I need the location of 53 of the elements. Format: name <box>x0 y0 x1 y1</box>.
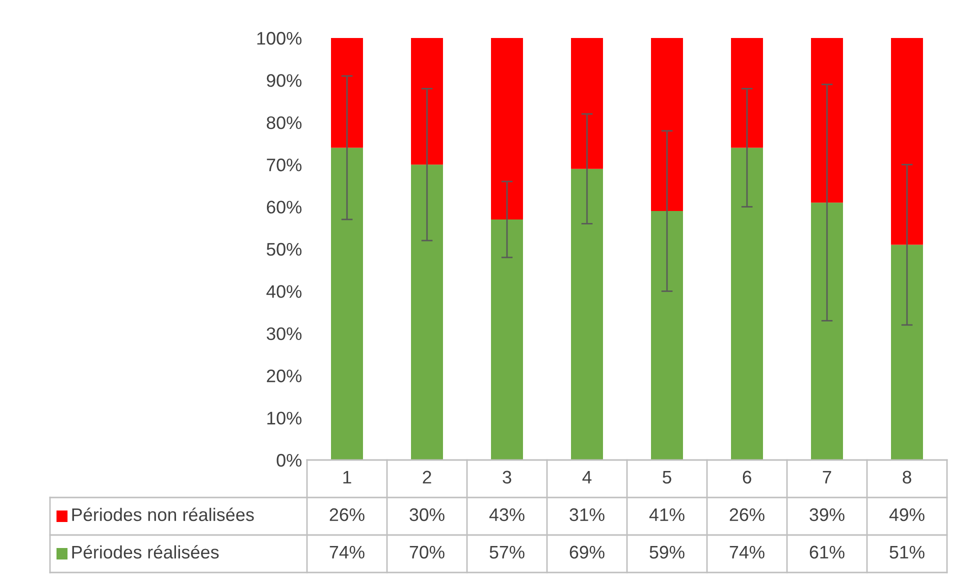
y-tick-label: 0% <box>276 454 302 467</box>
data-label: 69% <box>570 546 604 559</box>
y-tick-label: 10% <box>267 412 302 425</box>
y-tick-label: 70% <box>266 158 302 172</box>
data-label: 49% <box>889 508 924 522</box>
data-label: 74% <box>330 546 364 559</box>
bar <box>651 211 683 460</box>
y-tick-label: 80% <box>266 116 302 130</box>
data-label: 51% <box>890 546 924 559</box>
bar <box>571 38 603 169</box>
bar <box>891 38 923 245</box>
bar <box>571 168 603 460</box>
data-label: 26% <box>730 508 764 522</box>
data-label: 31% <box>570 508 604 522</box>
bar <box>491 38 523 220</box>
bar <box>411 164 443 460</box>
bar <box>331 38 363 148</box>
x-tick-label: 1 <box>343 470 352 484</box>
legend-label: Périodes réalisées <box>72 545 219 559</box>
bar <box>411 38 443 165</box>
data-label: 74% <box>730 546 764 559</box>
y-tick-label: 60% <box>266 200 302 214</box>
bar <box>491 219 523 460</box>
bar <box>891 244 923 460</box>
bar <box>811 202 843 460</box>
x-tick-label: 4 <box>582 470 592 484</box>
bar <box>331 148 363 460</box>
data-label: 39% <box>810 508 844 522</box>
x-tick-label: 5 <box>662 470 672 484</box>
x-tick-label: 6 <box>742 470 752 484</box>
data-label: 61% <box>810 546 844 559</box>
x-tick-label: 2 <box>422 470 432 484</box>
y-tick-label: 30% <box>266 327 302 340</box>
data-label: 43% <box>489 508 524 522</box>
data-label: 57% <box>490 546 524 559</box>
data-label: 41% <box>649 508 684 522</box>
y-tick-label: 100% <box>257 32 302 45</box>
data-label: 70% <box>410 546 444 559</box>
y-tick-label: 20% <box>266 370 302 382</box>
y-tick-label: 90% <box>266 74 302 87</box>
x-tick-label: 3 <box>502 470 512 484</box>
data-label: 59% <box>650 546 684 559</box>
data-label: 30% <box>410 508 444 522</box>
y-tick-label: 50% <box>266 242 302 256</box>
legend-label: Périodes non réalisées <box>72 508 254 522</box>
bar <box>731 38 763 148</box>
bar <box>811 38 843 203</box>
bar <box>651 38 683 212</box>
x-tick-label: 7 <box>822 470 832 484</box>
data-label: 26% <box>330 508 364 522</box>
x-tick-label: 8 <box>902 470 912 484</box>
y-tick-label: 40% <box>266 285 302 298</box>
bar <box>731 148 763 460</box>
